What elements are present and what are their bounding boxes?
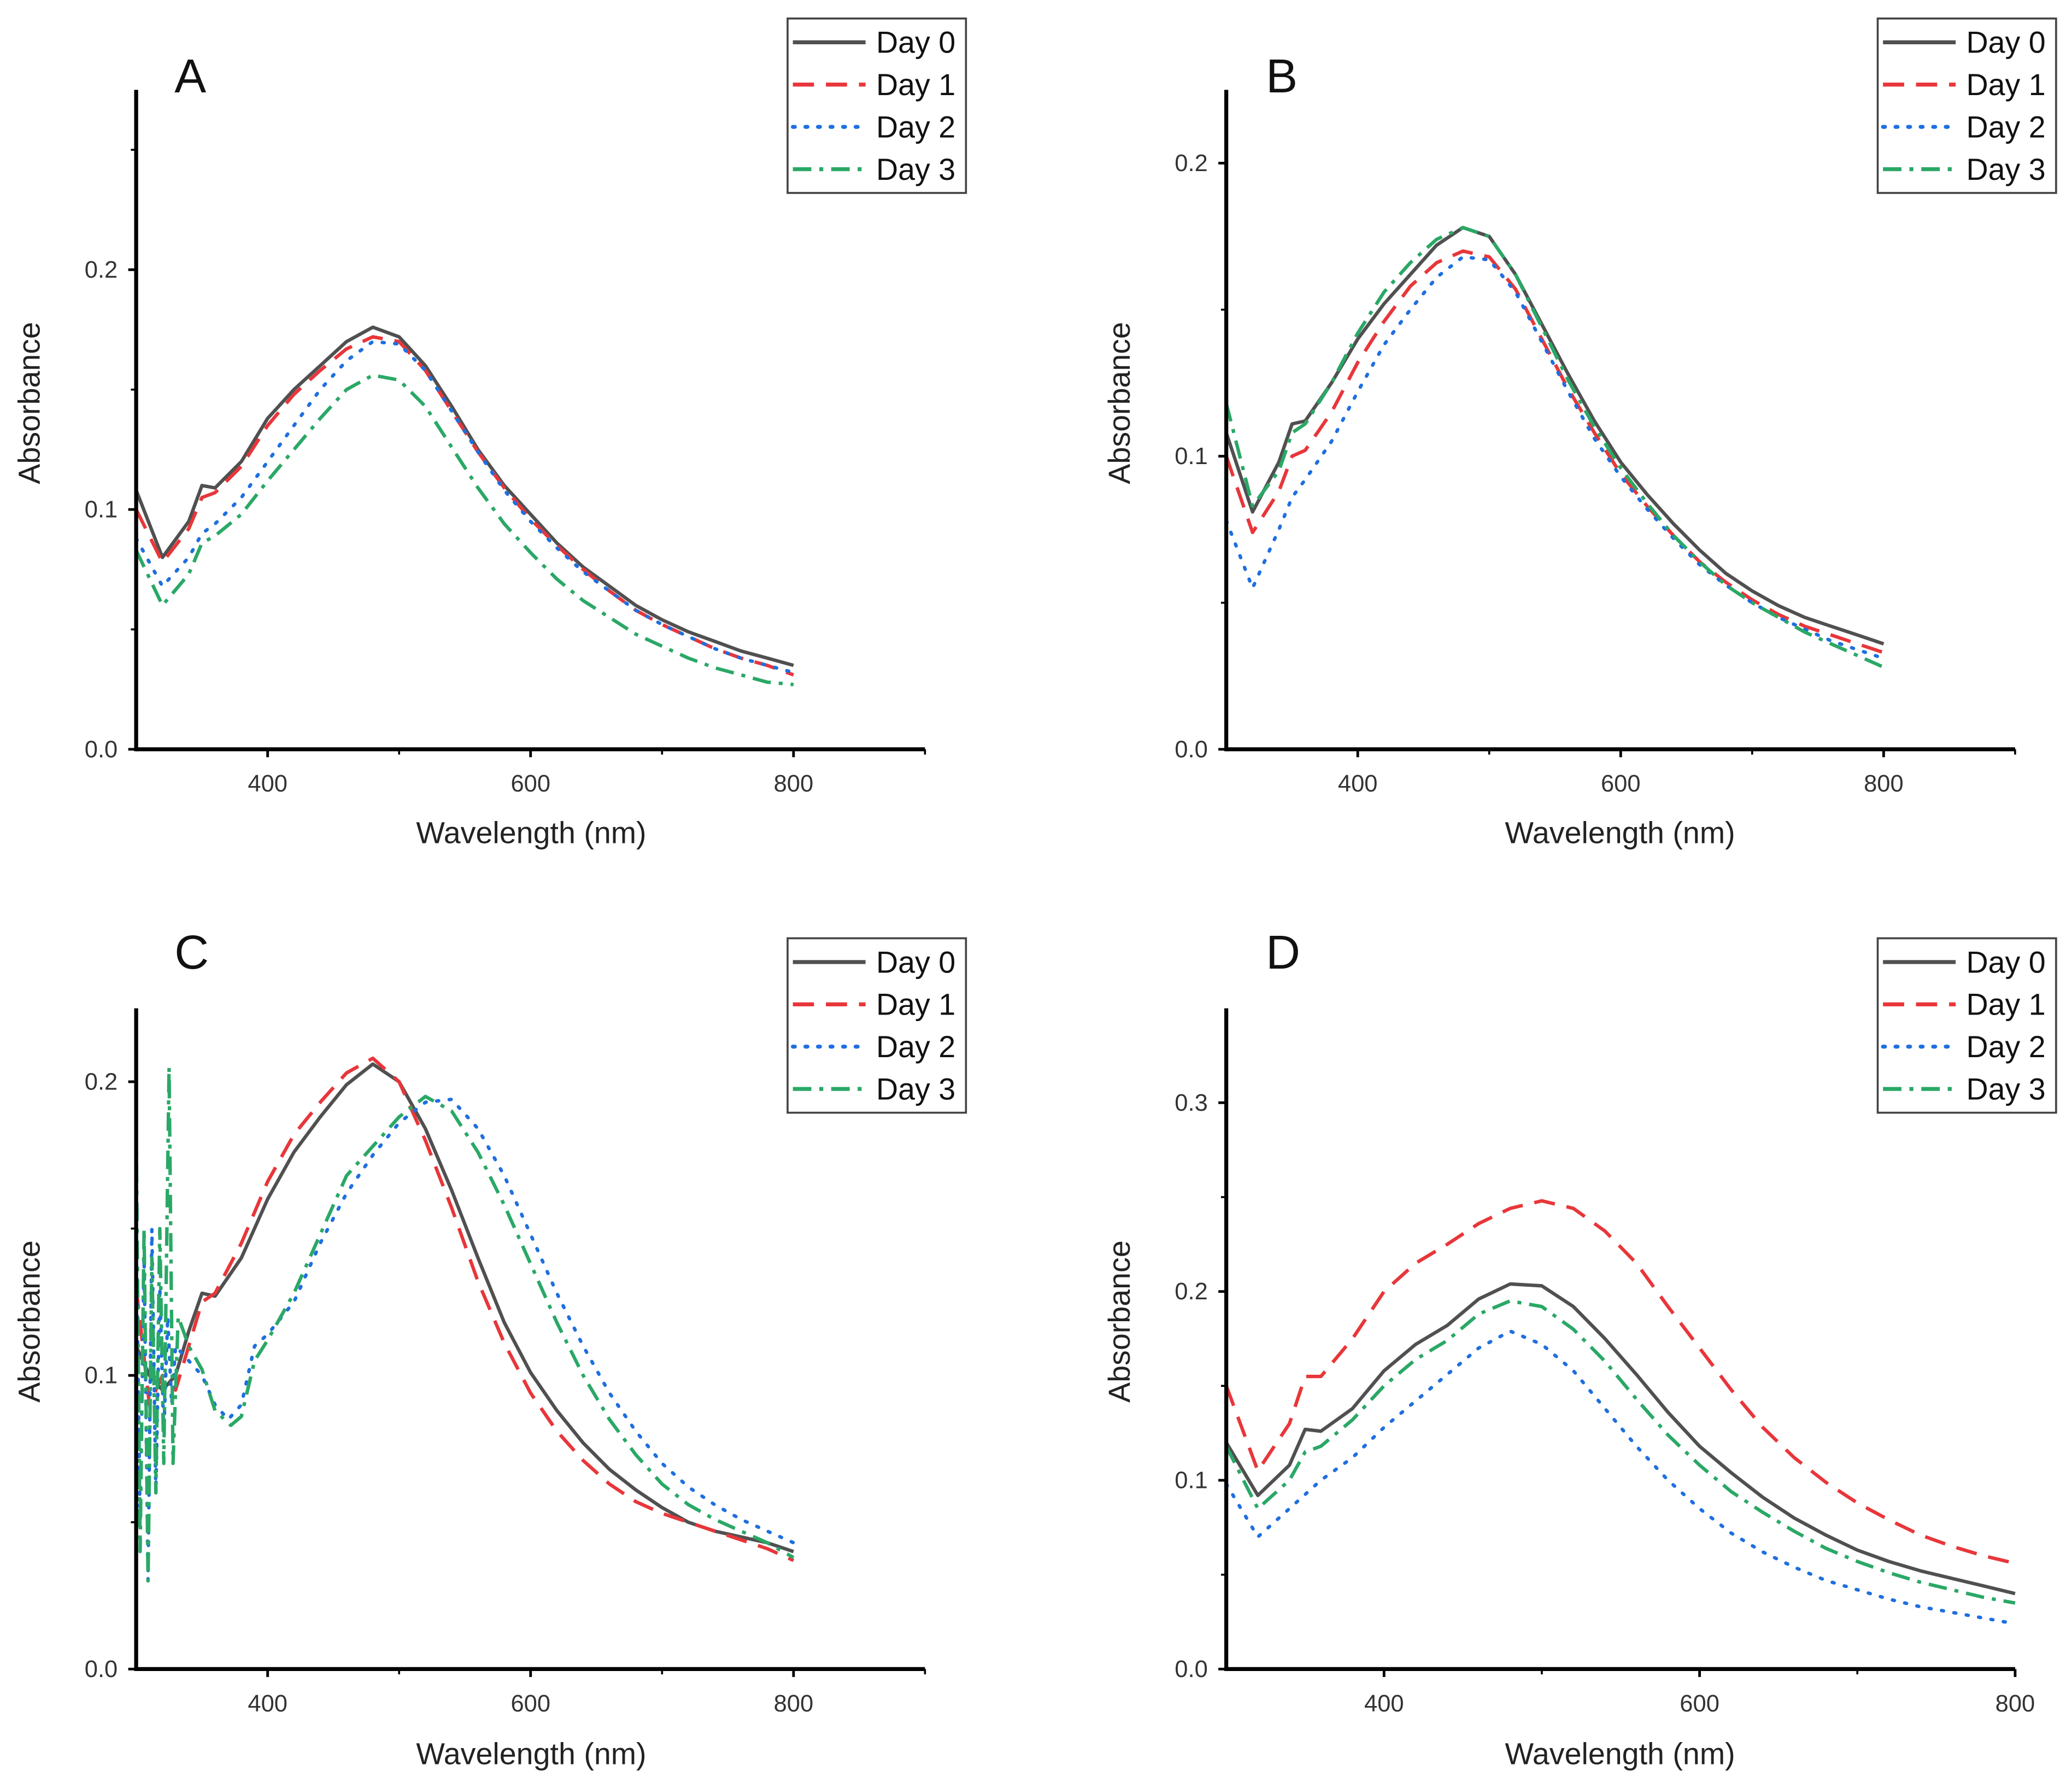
- legend-label: Day 1: [1966, 988, 2045, 1022]
- legend-label: Day 0: [1966, 26, 2045, 60]
- x-tick-label: 400: [248, 771, 287, 797]
- y-tick-label: 0.2: [85, 1069, 118, 1095]
- legend-label: Day 1: [876, 988, 955, 1022]
- series-line-day-0: [134, 1062, 794, 1553]
- legend-label: Day 0: [876, 945, 955, 979]
- x-tick-label: 800: [1995, 1691, 2035, 1717]
- legend-label: Day 1: [1966, 68, 2045, 102]
- y-tick-label: 0.2: [1175, 1279, 1207, 1305]
- series-line-day-2: [1224, 1329, 2017, 1626]
- x-tick-label: 600: [510, 771, 550, 797]
- y-tick-label: 0.1: [85, 497, 118, 523]
- legend: Day 0 Day 1 Day 2 Day 3: [786, 17, 967, 194]
- series-line-day-2: [134, 339, 796, 675]
- y-tick-label: 0.0: [1175, 1656, 1207, 1683]
- x-tick-label: 800: [1864, 771, 1904, 797]
- y-axis-title: Absorbance: [13, 322, 46, 484]
- legend-label: Day 0: [1966, 945, 2045, 979]
- panel-letter: B: [1266, 50, 1298, 103]
- legend-label: Day 3: [876, 153, 955, 186]
- legend-box: [1876, 937, 2057, 1114]
- series-line-day-2: [1224, 255, 1886, 660]
- x-axis-title: Wavelength (nm): [1505, 1737, 1735, 1771]
- legend-label: Day 3: [876, 1072, 955, 1106]
- legend-label: Day 2: [876, 1030, 955, 1064]
- x-axis-title: Wavelength (nm): [416, 816, 646, 849]
- series-line-day-1: [134, 1056, 795, 1562]
- x-tick-label: 600: [1680, 1691, 1719, 1717]
- chart-panel-d: D 400 600 800 0.0 0.1 0.2 0.3 Wavelength (nm) Abs…: [1102, 926, 2057, 1771]
- y-axis-title: Absorbance: [1102, 1240, 1136, 1403]
- legend-label: Day 3: [1966, 1072, 2045, 1106]
- series-line-day-3: [134, 1065, 795, 1583]
- x-tick-label: 600: [1601, 771, 1641, 797]
- legend-box: [786, 17, 967, 194]
- legend: Day 0 Day 1 Day 2 Day 3: [1876, 17, 2057, 194]
- panel-letter: A: [174, 50, 206, 103]
- panel-letter: D: [1266, 926, 1300, 979]
- y-tick-label: 0.1: [1175, 443, 1207, 470]
- y-axis-title: Absorbance: [13, 1240, 46, 1403]
- x-tick-label: 600: [510, 1691, 550, 1717]
- x-tick-label: 400: [1364, 1691, 1404, 1717]
- legend: Day 0 Day 1 Day 2 Day 3: [1876, 937, 2057, 1114]
- y-tick-label: 0.2: [1175, 150, 1207, 177]
- y-tick-label: 0.1: [1175, 1468, 1207, 1494]
- legend-label: Day 1: [876, 68, 955, 102]
- series-line-day-0: [1224, 1282, 2016, 1596]
- x-tick-label: 800: [774, 771, 814, 797]
- legend-label: Day 0: [876, 26, 955, 60]
- x-axis-title: Wavelength (nm): [416, 1737, 646, 1771]
- series-line-day-0: [134, 325, 794, 667]
- series-line-day-3: [1224, 226, 1885, 669]
- y-tick-label: 0.0: [85, 1656, 118, 1683]
- series-line-day-2: [134, 1098, 796, 1583]
- chart-panel-b: B 400 600 800 0.0 0.1 0.2 Wavelength (nm) Absorb…: [1102, 17, 2057, 849]
- legend-label: Day 2: [876, 110, 955, 144]
- y-tick-label: 0.0: [85, 736, 118, 763]
- x-tick-label: 800: [774, 1691, 814, 1717]
- legend-label: Day 3: [1966, 153, 2045, 186]
- y-tick-label: 0.2: [85, 257, 118, 283]
- y-tick-label: 0.0: [1175, 736, 1207, 763]
- panel-letter: C: [174, 926, 209, 979]
- legend-box: [786, 937, 967, 1114]
- y-tick-label: 0.1: [85, 1363, 118, 1389]
- legend: Day 0 Day 1 Day 2 Day 3: [786, 937, 967, 1114]
- legend-label: Day 2: [1966, 110, 2045, 144]
- series-line-day-3: [134, 373, 794, 687]
- legend-box: [1876, 17, 2057, 194]
- x-axis-title: Wavelength (nm): [1505, 816, 1735, 849]
- series-line-day-0: [1224, 226, 1885, 646]
- series-line-day-1: [1224, 1199, 2016, 1566]
- chart-panel-c: C 400 600 800 0.0 0.1 0.2 Wavelength (nm) Absorb…: [13, 926, 967, 1771]
- legend-label: Day 2: [1966, 1030, 2045, 1064]
- x-tick-label: 400: [1338, 771, 1378, 797]
- chart-panel-a: A 400 600 800 0.0 0.1 0.2 Wavelength (nm) Absorb…: [13, 17, 967, 849]
- x-tick-label: 400: [248, 1691, 287, 1717]
- y-tick-label: 0.3: [1175, 1090, 1207, 1116]
- y-axis-title: Absorbance: [1102, 322, 1136, 484]
